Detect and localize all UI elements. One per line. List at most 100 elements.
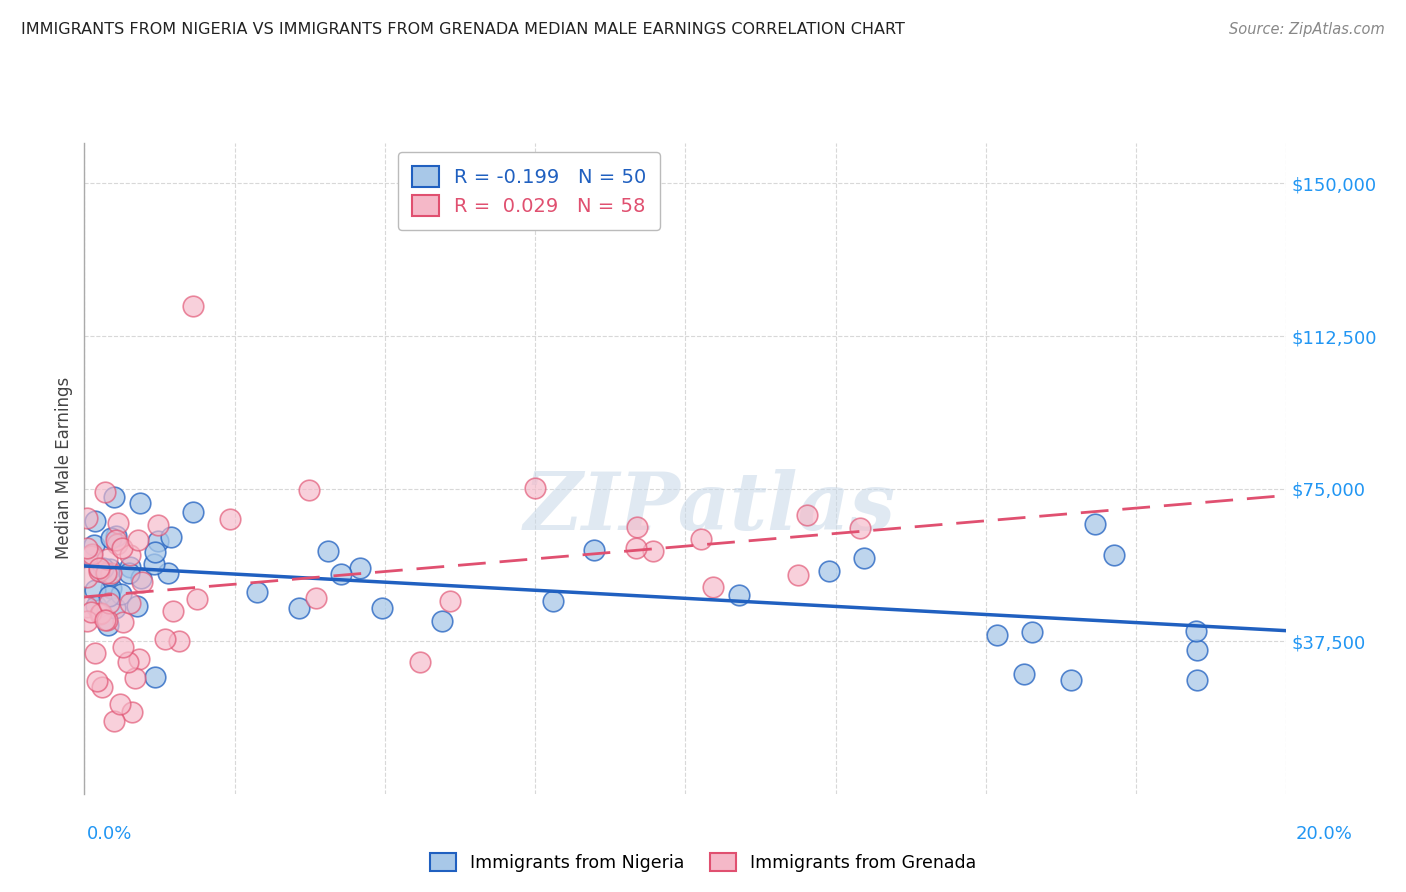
Point bbox=[702, 580, 724, 594]
Point bbox=[1060, 673, 1083, 687]
Point bbox=[76, 510, 98, 524]
Point bbox=[1084, 517, 1107, 532]
Point bbox=[83, 514, 105, 528]
Point bbox=[129, 496, 152, 510]
Text: Source: ZipAtlas.com: Source: ZipAtlas.com bbox=[1229, 22, 1385, 37]
Point bbox=[111, 541, 134, 555]
Point bbox=[153, 632, 176, 646]
Legend: R = -0.199   N = 50, R =  0.029   N = 58: R = -0.199 N = 50, R = 0.029 N = 58 bbox=[398, 153, 661, 230]
Point bbox=[118, 596, 141, 610]
Point bbox=[94, 485, 117, 500]
Point bbox=[83, 582, 105, 597]
Point bbox=[80, 605, 103, 619]
Point bbox=[83, 538, 105, 552]
Point bbox=[624, 541, 647, 555]
Point bbox=[94, 613, 117, 627]
Text: 20.0%: 20.0% bbox=[1296, 825, 1353, 843]
Point bbox=[186, 591, 208, 606]
Point bbox=[76, 570, 98, 584]
Point bbox=[98, 562, 121, 576]
Point bbox=[246, 585, 269, 599]
Point bbox=[787, 568, 810, 582]
Point bbox=[583, 543, 606, 558]
Point bbox=[128, 652, 150, 666]
Point bbox=[1185, 624, 1208, 639]
Point bbox=[641, 544, 664, 558]
Point bbox=[80, 548, 103, 562]
Point bbox=[76, 600, 98, 615]
Point bbox=[80, 549, 103, 563]
Point bbox=[103, 490, 125, 504]
Point bbox=[100, 532, 122, 546]
Point bbox=[84, 646, 107, 660]
Point bbox=[298, 483, 321, 498]
Point bbox=[118, 566, 141, 581]
Point bbox=[98, 597, 121, 611]
Legend: Immigrants from Nigeria, Immigrants from Grenada: Immigrants from Nigeria, Immigrants from… bbox=[423, 847, 983, 879]
Point bbox=[218, 511, 240, 525]
Point bbox=[728, 588, 751, 602]
Point bbox=[90, 606, 112, 620]
Point bbox=[87, 564, 110, 578]
Point bbox=[167, 633, 190, 648]
Point bbox=[76, 615, 98, 629]
Point bbox=[143, 545, 166, 559]
Point bbox=[329, 566, 352, 581]
Point bbox=[131, 574, 153, 589]
Point bbox=[110, 587, 132, 601]
Point bbox=[105, 537, 128, 551]
Point bbox=[91, 561, 114, 575]
Point bbox=[96, 613, 118, 627]
Point bbox=[112, 615, 135, 629]
Point bbox=[97, 590, 120, 604]
Point bbox=[100, 566, 122, 580]
Point bbox=[349, 561, 371, 575]
Point bbox=[121, 706, 143, 720]
Point bbox=[100, 568, 122, 582]
Point bbox=[849, 521, 872, 535]
Point bbox=[145, 669, 167, 683]
Point bbox=[124, 671, 146, 685]
Point bbox=[1104, 549, 1126, 563]
Point bbox=[316, 543, 339, 558]
Point bbox=[91, 680, 114, 694]
Point bbox=[94, 566, 117, 580]
Point bbox=[96, 618, 118, 632]
Point bbox=[89, 561, 111, 575]
Point bbox=[105, 529, 128, 543]
Point bbox=[104, 600, 127, 615]
Point bbox=[432, 615, 454, 629]
Point bbox=[162, 605, 184, 619]
Point bbox=[409, 655, 432, 669]
Point bbox=[818, 565, 841, 579]
Point bbox=[129, 571, 152, 585]
Point bbox=[118, 548, 141, 562]
Point bbox=[156, 566, 179, 580]
Point bbox=[986, 628, 1008, 642]
Point bbox=[104, 533, 127, 548]
Point bbox=[370, 600, 392, 615]
Point bbox=[110, 698, 132, 712]
Point bbox=[796, 508, 818, 523]
Text: 0.0%: 0.0% bbox=[87, 825, 132, 843]
Point bbox=[111, 640, 134, 655]
Point bbox=[689, 532, 711, 546]
Point bbox=[288, 601, 311, 615]
Point bbox=[181, 505, 204, 519]
Point bbox=[107, 516, 129, 530]
Point bbox=[103, 714, 125, 728]
Point bbox=[118, 560, 141, 574]
Point bbox=[86, 673, 108, 688]
Point bbox=[160, 530, 183, 544]
Text: ZIPatlas: ZIPatlas bbox=[523, 468, 896, 546]
Point bbox=[1185, 673, 1208, 687]
Point bbox=[84, 599, 107, 614]
Point bbox=[1021, 624, 1043, 639]
Point bbox=[146, 517, 169, 532]
Point bbox=[305, 591, 328, 605]
Point bbox=[89, 607, 111, 622]
Point bbox=[1187, 643, 1209, 657]
Point bbox=[117, 655, 139, 669]
Point bbox=[127, 599, 149, 613]
Point bbox=[96, 552, 118, 566]
